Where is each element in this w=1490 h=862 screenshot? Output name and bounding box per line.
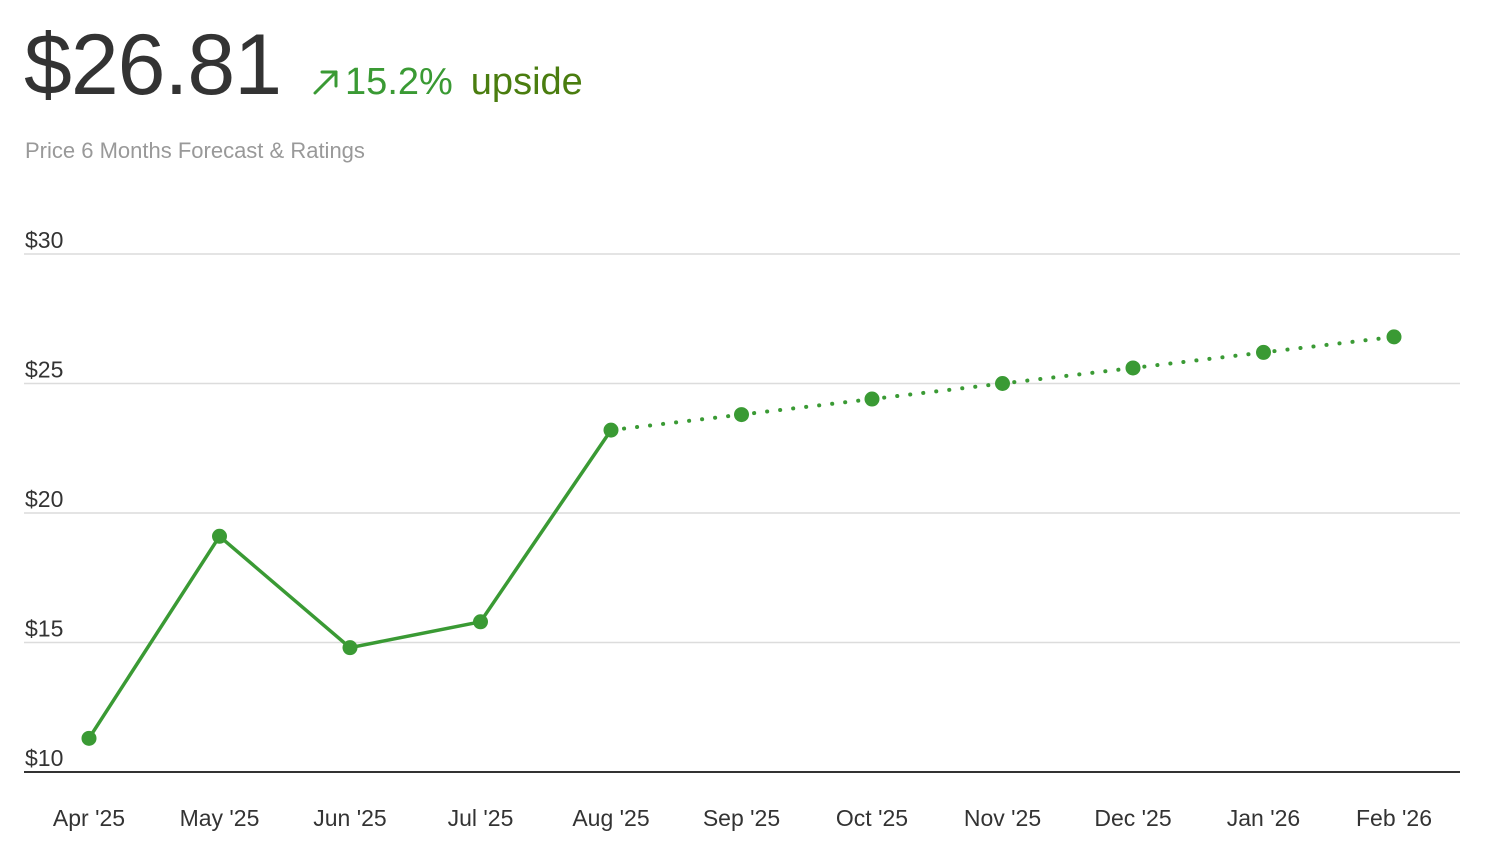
x-tick-label: Apr '25	[53, 805, 125, 831]
data-point	[995, 376, 1010, 391]
data-point	[1256, 344, 1271, 360]
upside-label: upside	[470, 61, 583, 103]
current-price: $26.81	[24, 17, 282, 113]
data-point	[1125, 360, 1141, 376]
y-tick-label: $10	[25, 745, 63, 771]
x-tick-label: Nov '25	[964, 805, 1041, 831]
x-tick-label: Feb '26	[1356, 805, 1432, 831]
data-point	[864, 391, 880, 407]
data-point	[734, 407, 749, 423]
price-header: $26.81 15.2% upside	[24, 22, 583, 108]
x-tick-label: Jul '25	[448, 805, 514, 831]
y-tick-label: $15	[25, 616, 63, 642]
arrow-up-right-icon	[311, 67, 341, 97]
chart-subtitle: Price 6 Months Forecast & Ratings	[25, 138, 365, 163]
x-tick-label: Dec '25	[1094, 805, 1171, 831]
x-tick-label: Jan '26	[1227, 805, 1300, 831]
y-tick-label: $30	[25, 227, 63, 253]
x-tick-label: May '25	[180, 805, 260, 831]
x-tick-label: Jun '25	[313, 805, 386, 831]
data-point	[603, 422, 619, 438]
upside-indicator: 15.2% upside	[311, 61, 583, 104]
data-point	[212, 528, 227, 544]
data-point	[81, 730, 97, 746]
history-line	[87, 428, 613, 741]
data-point	[1386, 329, 1402, 345]
data-point	[473, 614, 488, 630]
upside-percent: 15.2%	[345, 61, 453, 103]
data-point	[342, 640, 358, 656]
y-tick-label: $25	[25, 357, 63, 383]
x-tick-label: Oct '25	[836, 805, 908, 831]
y-tick-label: $20	[25, 486, 63, 512]
x-tick-label: Sep '25	[703, 805, 780, 831]
x-tick-label: Aug '25	[572, 805, 649, 831]
